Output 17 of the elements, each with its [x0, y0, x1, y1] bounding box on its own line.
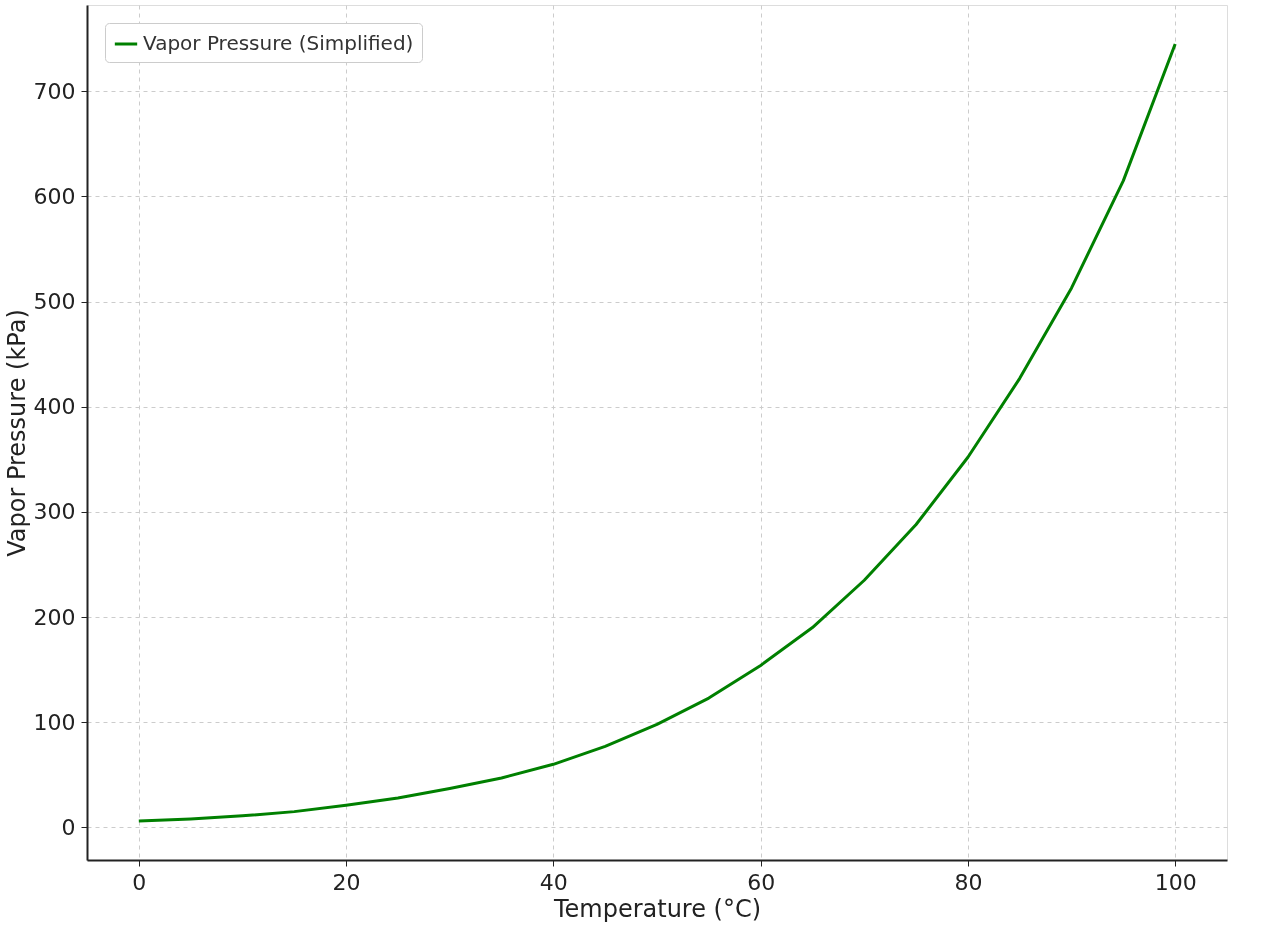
y-tick-label: 100: [33, 709, 76, 735]
x-tick-label: 80: [954, 869, 983, 895]
x-tick-label: 0: [132, 869, 147, 895]
y-tick-label: 400: [33, 394, 76, 420]
y-tick-label: 0: [61, 814, 76, 840]
x-axis-title: Temperature (°C): [552, 894, 762, 923]
y-tick-label: 500: [33, 289, 76, 315]
y-tick-label: 600: [33, 183, 76, 209]
y-axis-title: Vapor Pressure (kPa): [2, 309, 31, 557]
x-tick-label: 40: [539, 869, 568, 895]
x-tick-label: 100: [1154, 869, 1197, 895]
x-tick-label: 20: [332, 869, 361, 895]
legend-label: Vapor Pressure (Simplified): [143, 31, 414, 55]
y-tick-label: 200: [33, 604, 76, 630]
x-tick-label: 60: [747, 869, 776, 895]
y-tick-label: 700: [33, 78, 76, 104]
y-tick-label: 300: [33, 499, 76, 525]
